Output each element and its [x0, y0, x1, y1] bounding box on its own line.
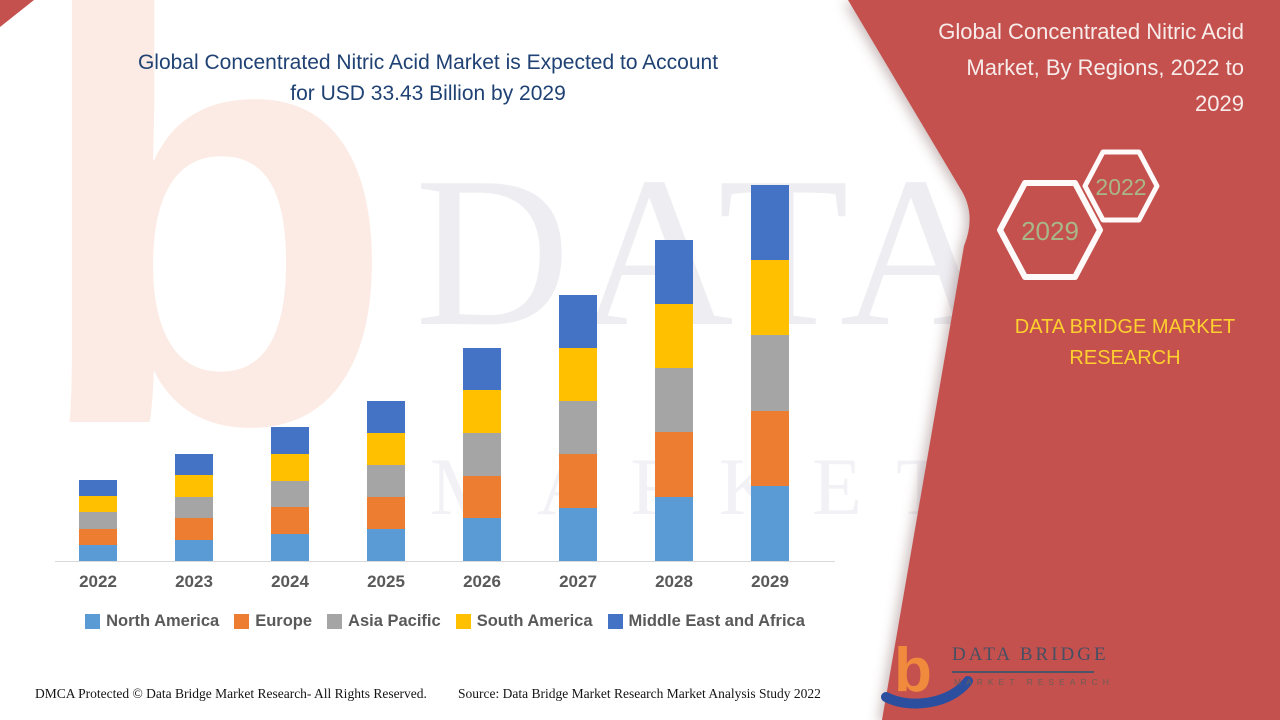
red-panel-shape	[848, 0, 1280, 720]
x-axis-labels: 2022 2023 2024 2025 2026 2027 2028 2029	[55, 572, 835, 596]
bar-segment-2026-europe	[463, 475, 501, 519]
x-axis-label-2022: 2022	[79, 572, 117, 591]
bar-segment-2022-europe	[79, 528, 117, 545]
bar-segment-2025-europe	[367, 496, 405, 529]
bar-2025	[367, 400, 405, 561]
bar-segment-2025-north-america	[367, 528, 405, 561]
bar-segment-2029-asia-pacific	[751, 335, 789, 411]
chart-title: Global Concentrated Nitric Acid Market i…	[58, 47, 798, 109]
legend-swatch	[85, 614, 101, 629]
bar-segment-2028-north-america	[655, 496, 693, 561]
bar-segment-2024-middle-east-and-africa	[271, 427, 309, 454]
legend-item-south-america: South America	[455, 612, 593, 631]
legend-item-europe: Europe	[234, 612, 312, 631]
chart-title-line1: Global Concentrated Nitric Acid Market i…	[137, 51, 719, 74]
bar-segment-2027-middle-east-and-africa	[559, 294, 597, 348]
bar-segment-2022-middle-east-and-africa	[79, 480, 117, 497]
bar-segment-2025-middle-east-and-africa	[367, 400, 405, 433]
x-axis-label-2028: 2028	[655, 572, 693, 591]
corner-triangle	[0, 0, 34, 27]
bar-segment-2023-europe	[175, 518, 213, 540]
legend-swatch	[455, 614, 471, 629]
bar-segment-2022-north-america	[79, 544, 117, 561]
x-axis-label-2025: 2025	[367, 572, 405, 591]
bar-segment-2028-europe	[655, 432, 693, 497]
bar-segment-2022-south-america	[79, 496, 117, 513]
legend-label: Europe	[255, 612, 313, 630]
bar-segment-2023-north-america	[175, 539, 213, 561]
bar-segment-2026-middle-east-and-africa	[463, 347, 501, 391]
footer-dmca-text: DMCA Protected © Data Bridge Market Rese…	[35, 686, 427, 701]
bar-2028	[655, 239, 693, 561]
bar-segment-2022-asia-pacific	[79, 512, 117, 529]
bar-segment-2024-north-america	[271, 534, 309, 561]
bar-segment-2024-asia-pacific	[271, 480, 309, 508]
bar-segment-2026-north-america	[463, 518, 501, 561]
x-axis-label-2029: 2029	[751, 572, 789, 591]
bar-segment-2025-south-america	[367, 432, 405, 465]
legend-label: Asia Pacific	[348, 612, 441, 630]
bar-2022	[79, 480, 117, 561]
legend-item-middle-east-and-africa: Middle East and Africa	[607, 612, 805, 631]
bar-segment-2029-north-america	[751, 485, 789, 561]
legend-swatch	[234, 614, 250, 629]
bar-segment-2027-europe	[559, 454, 597, 508]
legend-item-asia-pacific: Asia Pacific	[327, 612, 441, 631]
bar-2024	[271, 427, 309, 561]
legend-item-north-america: North America	[85, 612, 219, 631]
bar-segment-2029-middle-east-and-africa	[751, 185, 789, 261]
legend-label: North America	[106, 612, 220, 630]
x-axis-label-2024: 2024	[271, 572, 309, 591]
stacked-bar-chart: 2022 2023 2024 2025 2026 2027 2028 2029 North A…	[55, 160, 835, 630]
bar-segment-2023-middle-east-and-africa	[175, 454, 213, 476]
bar-segment-2028-south-america	[655, 303, 693, 369]
bar-segment-2023-south-america	[175, 475, 213, 497]
bar-segment-2026-south-america	[463, 390, 501, 433]
x-axis-label-2023: 2023	[175, 572, 213, 591]
footer-source-text: Source: Data Bridge Market Research Mark…	[458, 686, 821, 701]
bar-segment-2023-asia-pacific	[175, 496, 213, 519]
chart-legend: North America Europe Asia Pacific South Ame…	[55, 612, 835, 631]
legend-swatch	[327, 614, 343, 629]
bar-segment-2028-asia-pacific	[655, 368, 693, 433]
plot-area	[55, 160, 835, 562]
bar-segment-2024-europe	[271, 507, 309, 535]
bar-segment-2029-south-america	[751, 260, 789, 336]
bar-segment-2027-south-america	[559, 347, 597, 402]
x-axis-label-2026: 2026	[463, 572, 501, 591]
bar-2029	[751, 185, 789, 561]
legend-label: South America	[476, 612, 593, 630]
bar-2023	[175, 454, 213, 561]
bar-segment-2024-south-america	[271, 453, 309, 481]
legend-swatch	[607, 614, 623, 629]
bar-2026	[463, 347, 501, 561]
legend-label: Middle East and Africa	[628, 612, 805, 630]
bar-2027	[559, 294, 597, 561]
bar-segment-2027-asia-pacific	[559, 401, 597, 455]
bar-segment-2029-europe	[751, 410, 789, 486]
bar-segment-2027-north-america	[559, 507, 597, 561]
bar-segment-2028-middle-east-and-africa	[655, 239, 693, 304]
bar-segment-2026-asia-pacific	[463, 432, 501, 476]
chart-title-line2: for USD 33.43 Billion by 2029	[290, 82, 566, 105]
bar-segment-2025-asia-pacific	[367, 464, 405, 497]
x-axis-label-2027: 2027	[559, 572, 597, 591]
